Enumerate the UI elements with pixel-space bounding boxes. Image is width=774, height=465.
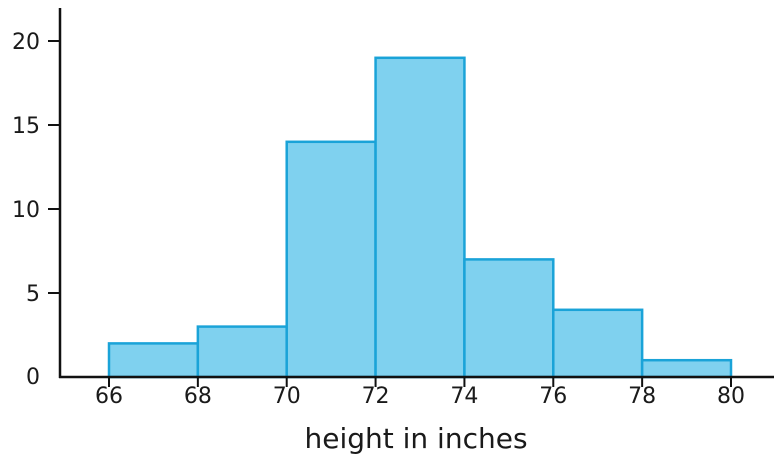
y-ticks-layer: 0 5 10 15 20: [12, 30, 60, 390]
histogram-bar-78-80: [640, 358, 733, 379]
bars-layer: [107, 56, 733, 379]
histogram-bar-70-72: [285, 140, 377, 379]
axes-layer: [58, 8, 774, 379]
histogram-bar-76-78: [552, 308, 644, 379]
y-tick-label-20: 20: [12, 30, 40, 55]
y-tick-label-5: 5: [26, 282, 40, 307]
x-tick-label-80: 80: [717, 384, 745, 409]
x-tick-label-76: 76: [539, 384, 567, 409]
histogram-bar-68-70: [196, 325, 288, 379]
x-tick-label-68: 68: [184, 384, 212, 409]
histogram-bar-66-68: [107, 342, 200, 379]
y-tick-label-10: 10: [12, 198, 40, 223]
x-axis-title: height in inches: [304, 422, 527, 455]
x-tick-label-70: 70: [273, 384, 301, 409]
histogram-bar-72-74: [374, 56, 466, 379]
y-tick-label-0: 0: [26, 365, 40, 390]
histogram-bar-74-76: [463, 258, 555, 379]
x-tick-label-78: 78: [628, 384, 656, 409]
x-ticks-layer: 66 68 70 72 74 76 78 80: [95, 377, 745, 409]
y-tick-label-15: 15: [12, 114, 40, 139]
x-tick-label-72: 72: [362, 384, 390, 409]
x-tick-label-66: 66: [95, 384, 123, 409]
x-tick-label-74: 74: [450, 384, 478, 409]
